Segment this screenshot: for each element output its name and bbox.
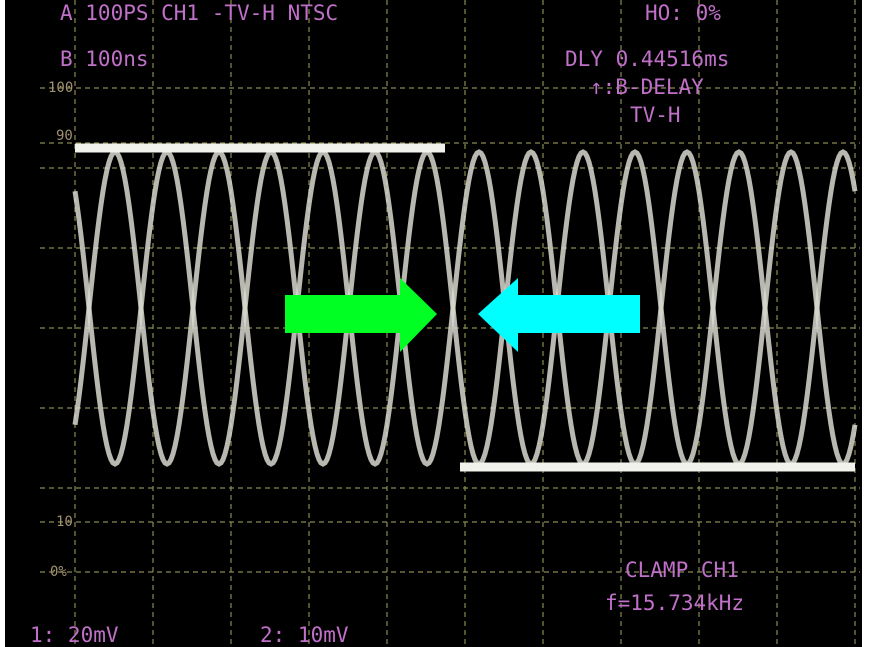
trigger-source-readout: TV-H bbox=[630, 103, 681, 127]
timebase-readout: B 100ns bbox=[60, 47, 149, 71]
header-readout: A 100PS CH1 -TV-H NTSC bbox=[60, 1, 338, 25]
delay-readout: DLY 0.44516ms bbox=[565, 47, 729, 71]
graticule-label: 0% bbox=[50, 564, 67, 580]
scope-screen: A 100PS CH1 -TV-H NTSC B 100ns HO: 0% DL… bbox=[0, 0, 870, 647]
graticule-label: 10 bbox=[56, 514, 73, 530]
graticule-label: 100 bbox=[48, 80, 73, 96]
frequency-readout: f=15.734kHz bbox=[605, 591, 744, 615]
ch2-readout: 2: 10mV bbox=[260, 623, 349, 647]
trigger-readout: ↑:B-DELAY bbox=[590, 75, 704, 99]
holdoff-readout: HO: 0% bbox=[645, 1, 721, 25]
ch1-readout: 1: 20mV bbox=[30, 623, 119, 647]
screen-background bbox=[5, 0, 862, 647]
clamp-readout: CLAMP CH1 bbox=[625, 558, 739, 582]
graticule-label: 90 bbox=[56, 128, 73, 144]
